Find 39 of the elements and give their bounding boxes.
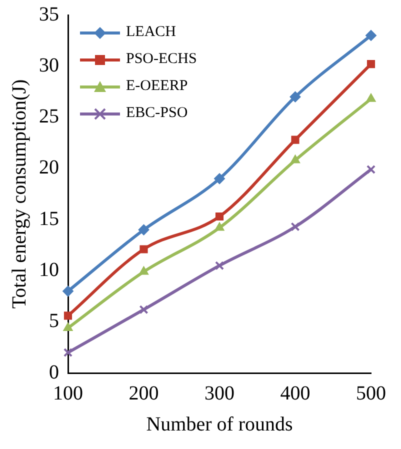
y-tick-label: 25 (39, 106, 59, 128)
point (290, 154, 300, 164)
point (366, 30, 376, 41)
legend-label: EBC-PSO (126, 105, 188, 122)
point (214, 261, 224, 270)
point (366, 164, 376, 174)
point (214, 222, 224, 231)
legend-label: PSO-ECHS (126, 51, 197, 68)
y-tick-label: 30 (39, 54, 59, 76)
y-axis-title: Total energy consumption(J) (8, 79, 30, 309)
point (366, 60, 376, 68)
point (215, 212, 224, 221)
x-tick-label: 300 (204, 382, 234, 404)
y-tick-label: 0 (49, 361, 59, 384)
point (138, 266, 149, 275)
x-axis-title: Number of rounds (146, 413, 294, 436)
y-tick-label: 35 (39, 3, 59, 26)
point (63, 322, 73, 331)
point (214, 173, 225, 184)
point (366, 93, 376, 102)
point (139, 305, 148, 314)
point (140, 245, 148, 254)
y-tick-label: 5 (49, 310, 59, 332)
point (138, 224, 150, 236)
y-tick-label: 10 (39, 258, 59, 281)
x-tick-label: 500 (356, 382, 386, 404)
x-tick-label: 200 (128, 382, 159, 404)
legend-label: E-OEERP (126, 78, 188, 95)
point (64, 312, 72, 320)
point (290, 222, 300, 232)
point (63, 348, 73, 358)
x-tick-label: 400 (280, 382, 310, 404)
point (62, 286, 74, 297)
point (290, 91, 301, 102)
x-tick-label: 100 (53, 382, 83, 404)
point (291, 136, 300, 144)
y-tick-label: 15 (39, 208, 59, 230)
y-tick-label: 20 (39, 156, 59, 179)
legend-label: LEACH (126, 24, 176, 41)
